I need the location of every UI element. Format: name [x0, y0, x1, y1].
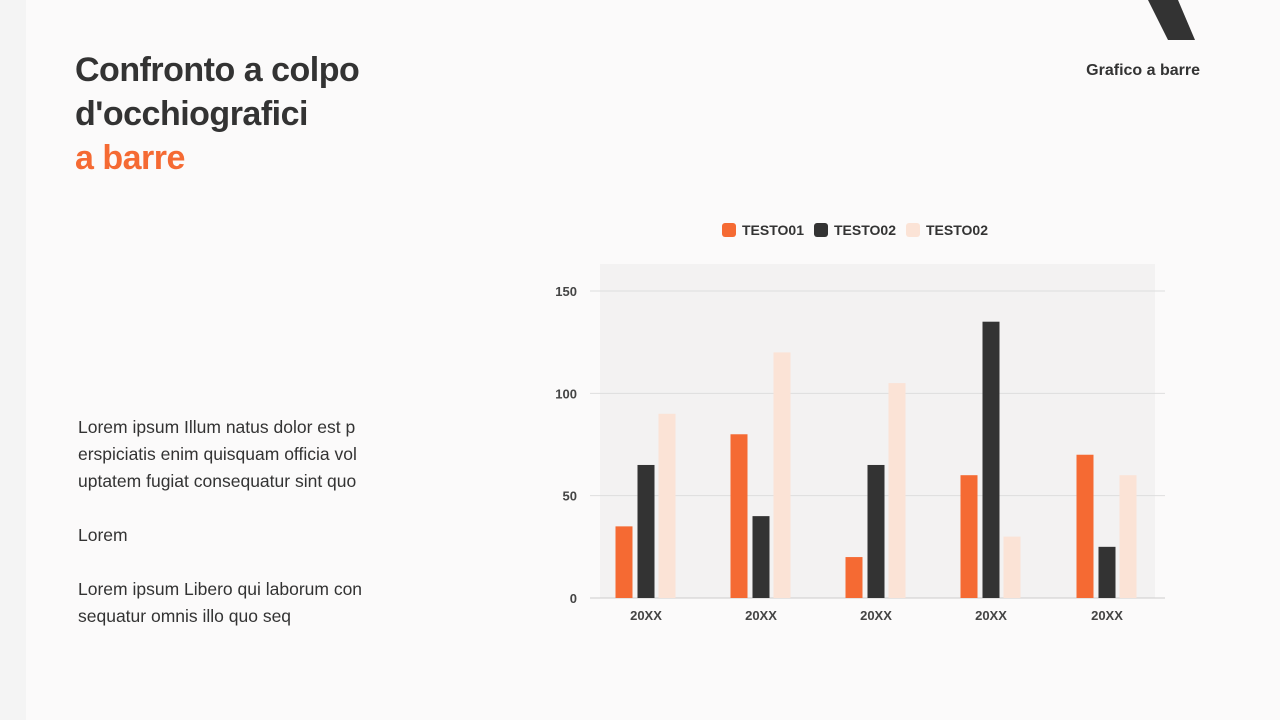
bar — [752, 516, 770, 598]
legend-swatch — [722, 223, 736, 237]
x-tick-label: 20XX — [860, 608, 892, 623]
y-tick-label: 50 — [563, 489, 577, 504]
bar — [845, 557, 863, 598]
y-tick-label: 0 — [570, 591, 577, 606]
bar — [637, 464, 655, 598]
bar — [730, 434, 748, 598]
bar — [1098, 546, 1116, 598]
left-strip — [0, 0, 26, 720]
bar — [773, 352, 791, 598]
title-line-2: d'occhiografici — [75, 95, 308, 133]
bar — [982, 321, 1000, 598]
slide-tag: Grafico a barre — [1086, 62, 1200, 79]
bar — [1119, 475, 1137, 598]
legend-label: TESTO01 — [742, 222, 804, 238]
legend-swatch — [906, 223, 920, 237]
x-tick-label: 20XX — [975, 608, 1007, 623]
legend-swatch — [814, 223, 828, 237]
paragraph: Lorem ipsum Libero qui laborum con sequa… — [78, 579, 363, 626]
legend-label: TESTO02 — [834, 222, 896, 238]
title-line-1: Confronto a colpo — [75, 51, 360, 89]
x-tick-label: 20XX — [1091, 608, 1123, 623]
bar — [867, 464, 885, 598]
y-tick-label: 100 — [555, 386, 577, 401]
paragraph: Lorem — [78, 525, 128, 545]
bar — [888, 383, 906, 598]
chart-legend: TESTO01 TESTO02 TESTO02 — [722, 222, 988, 238]
body-text: Lorem ipsum Illum natus dolor est p ersp… — [78, 414, 408, 657]
bar — [615, 526, 633, 598]
x-tick-label: 20XX — [630, 608, 662, 623]
bar — [960, 475, 978, 598]
legend-label: TESTO02 — [926, 222, 988, 238]
bar — [658, 413, 676, 598]
slide-title: Confronto a colpo d'occhiografici a barr… — [75, 48, 360, 180]
bar — [1076, 454, 1094, 598]
paragraph: Lorem ipsum Illum natus dolor est p ersp… — [78, 417, 357, 491]
x-tick-label: 20XX — [745, 608, 777, 623]
legend-item: TESTO02 — [814, 222, 896, 238]
legend-item: TESTO01 — [722, 222, 804, 238]
legend-item: TESTO02 — [906, 222, 988, 238]
title-accent: a barre — [75, 139, 185, 177]
bar — [1003, 536, 1021, 598]
y-tick-label: 150 — [555, 284, 577, 299]
